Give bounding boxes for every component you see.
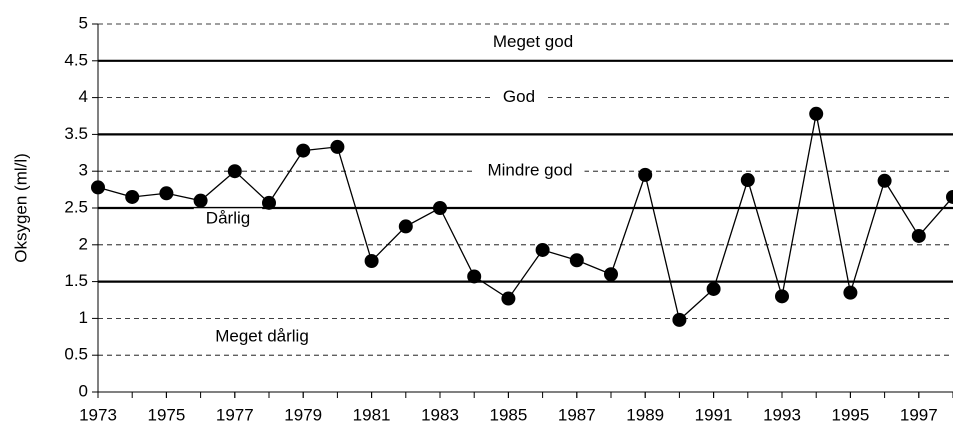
zone-label: God (503, 87, 535, 106)
x-tick-label: 1991 (695, 405, 733, 424)
data-point (740, 173, 755, 188)
y-tick-label: 1.5 (64, 271, 88, 290)
y-tick-label: 2 (79, 234, 88, 253)
data-point (706, 281, 721, 296)
data-point (364, 253, 379, 268)
data-point (535, 242, 550, 257)
data-point (467, 269, 482, 284)
x-tick-label: 1983 (421, 405, 459, 424)
y-tick-label: 0 (79, 381, 88, 400)
x-tick-label: 1995 (831, 405, 869, 424)
y-tick-label: 4 (79, 87, 88, 106)
zone-label-bg (203, 326, 321, 346)
zone-label: Meget god (493, 32, 573, 51)
y-tick-label: 2.5 (64, 197, 88, 216)
data-point (843, 285, 858, 300)
x-tick-label: 1989 (626, 405, 664, 424)
y-tick-label: 0.5 (64, 345, 88, 364)
data-point (227, 164, 242, 179)
data-point (672, 312, 687, 327)
zone-label-bg (193, 208, 263, 228)
zone-label-bg (490, 87, 548, 107)
y-tick-label: 1 (79, 308, 88, 327)
x-tick-label: 1993 (763, 405, 801, 424)
x-tick-label: 1977 (216, 405, 254, 424)
data-point (296, 143, 311, 158)
x-tick-label: 1987 (558, 405, 596, 424)
zone-label-bg (475, 160, 585, 180)
data-point (501, 291, 516, 306)
data-point (809, 106, 824, 121)
data-point (775, 289, 789, 304)
data-point (604, 267, 618, 282)
x-tick-label: 1981 (353, 405, 391, 424)
zone-label-bg (480, 31, 586, 51)
data-point (193, 193, 208, 208)
x-tick-label: 1985 (489, 405, 527, 424)
data-point (125, 189, 140, 204)
x-tick-label: 1979 (284, 405, 322, 424)
y-tick-label: 5 (79, 13, 88, 32)
y-axis-label: Oksygen (ml/l) (11, 153, 30, 263)
data-point (91, 180, 105, 195)
data-point (569, 253, 584, 268)
data-point (159, 186, 174, 201)
data-point (946, 189, 953, 204)
data-point (262, 195, 276, 210)
data-point (638, 167, 653, 182)
data-line (97, 113, 953, 322)
x-tick-label: 1975 (147, 405, 185, 424)
data-point (911, 228, 926, 243)
x-tick-label: 1997 (900, 405, 938, 424)
x-tick-label: 1973 (79, 405, 117, 424)
y-tick-label: 3.5 (64, 124, 88, 143)
zone-label: Dårlig (206, 208, 250, 227)
data-point (398, 219, 413, 234)
data-point (433, 201, 447, 215)
zone-label: Mindre god (487, 161, 572, 180)
zone-label: Meget dårlig (215, 326, 309, 345)
data-point (877, 173, 892, 188)
data-point (330, 139, 345, 154)
y-tick-label: 3 (79, 161, 88, 180)
y-tick-label: 4.5 (64, 50, 88, 69)
